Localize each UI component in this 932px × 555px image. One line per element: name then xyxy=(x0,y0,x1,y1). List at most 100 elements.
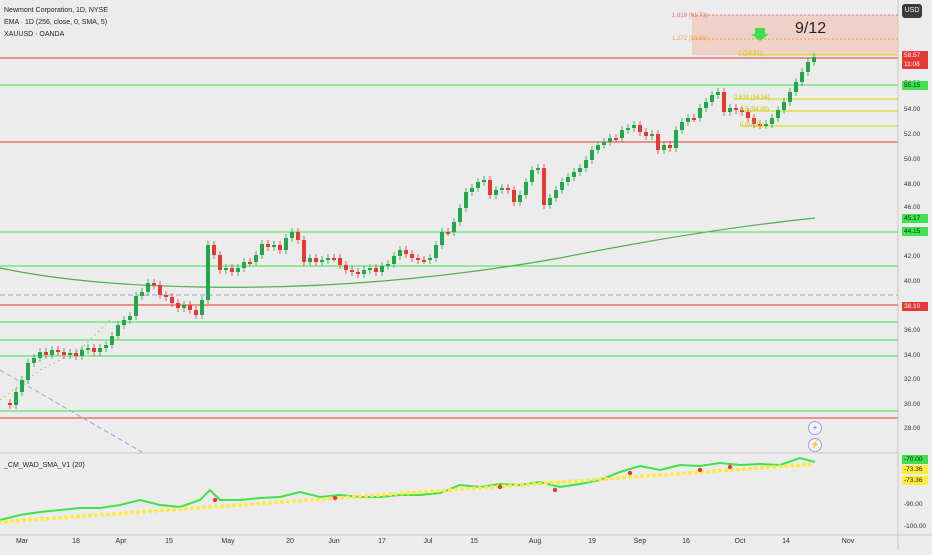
candle-body xyxy=(584,160,588,168)
green-level-tag-2: 45.17 xyxy=(902,214,928,223)
sma-dot xyxy=(376,493,380,498)
sma-dot xyxy=(574,479,578,484)
sma-dot xyxy=(184,506,188,511)
candle-body xyxy=(386,264,390,266)
candle-body xyxy=(572,172,576,177)
sma-dot xyxy=(778,464,782,469)
candle-body xyxy=(188,305,192,310)
sma-dot xyxy=(328,496,332,501)
candle-body xyxy=(362,270,366,274)
sma-dot xyxy=(0,520,2,524)
green-level-tag-3: 44.15 xyxy=(902,227,928,236)
candle-body xyxy=(662,145,666,150)
candle-body xyxy=(530,170,534,182)
date-axis-label: 16 xyxy=(682,538,690,545)
date-axis-label: 17 xyxy=(378,538,386,545)
sma-dot xyxy=(622,475,626,480)
sma-dot xyxy=(64,515,68,520)
sma-dot xyxy=(688,470,692,475)
sma-dot xyxy=(658,473,662,478)
lightning-icon[interactable]: ⚡ xyxy=(808,438,822,452)
sma-dot xyxy=(196,505,200,510)
date-axis-label: 15 xyxy=(165,538,173,545)
currency-button[interactable]: USD xyxy=(902,4,922,18)
wad-marker xyxy=(212,497,218,503)
sma-dot xyxy=(142,509,146,514)
sma-dot xyxy=(154,508,158,513)
sma-dot xyxy=(244,502,248,507)
candle-body xyxy=(326,258,330,260)
candle-body xyxy=(650,134,654,136)
candle-body xyxy=(704,102,708,108)
sma-dot xyxy=(652,473,656,478)
candle-body xyxy=(758,124,762,126)
candle-body xyxy=(164,295,168,297)
sma-dot xyxy=(34,517,38,522)
wad-marker xyxy=(627,470,633,476)
candle-body xyxy=(242,262,246,268)
candle-body xyxy=(344,265,348,270)
sma-dot xyxy=(718,468,722,473)
candle-body xyxy=(548,198,552,205)
sma-dot xyxy=(448,487,452,492)
price-scale-label: 28.00 xyxy=(904,425,921,432)
candle-body xyxy=(638,125,642,132)
price-scale-label: 52.00 xyxy=(904,131,921,138)
price-scale-label: 46.00 xyxy=(904,204,921,211)
candle-body xyxy=(746,112,750,118)
candle-body xyxy=(602,142,606,145)
sma-dot xyxy=(262,501,266,506)
candle-body xyxy=(500,188,504,190)
countdown-tag: 11:08 xyxy=(902,60,928,69)
candle-body xyxy=(464,192,468,208)
ema-line xyxy=(0,217,816,288)
sma-dot xyxy=(556,480,560,485)
candle-body xyxy=(176,303,180,308)
price-scale-label: 42.00 xyxy=(904,253,921,260)
sma-dot xyxy=(268,500,272,505)
sma-dot xyxy=(322,496,326,501)
candle-body xyxy=(524,182,528,195)
sma-dot xyxy=(58,515,62,520)
candle-body xyxy=(380,266,384,272)
sma-dot xyxy=(118,511,122,516)
sma-dot xyxy=(256,501,260,506)
candle-body xyxy=(110,336,114,345)
candle-body xyxy=(590,150,594,160)
sma-dot xyxy=(760,465,764,470)
sma-dot xyxy=(400,491,404,496)
candle-body xyxy=(452,222,456,232)
candle-body xyxy=(356,272,360,274)
candle-body xyxy=(224,268,228,270)
candle-body xyxy=(80,350,84,356)
sma-dot xyxy=(646,473,650,478)
sma-dot xyxy=(520,482,524,487)
sma-dot xyxy=(568,479,572,484)
sma-dot xyxy=(46,516,50,521)
candle-body xyxy=(668,145,672,148)
date-axis-label: Sep xyxy=(633,538,647,545)
candle-body xyxy=(56,350,60,352)
date-axis-label: Mar xyxy=(15,538,29,545)
indicator-scale-label: -100.00 xyxy=(904,523,927,530)
add-icon[interactable]: + xyxy=(808,421,822,435)
sma-dot xyxy=(226,503,230,508)
candle-body xyxy=(302,240,306,262)
sma-dot xyxy=(664,472,668,477)
sma-dot xyxy=(28,517,32,522)
candle-body xyxy=(632,125,636,128)
candle-body xyxy=(740,110,744,112)
sma-dot xyxy=(172,507,176,512)
date-axis-label: 19 xyxy=(588,538,596,545)
sma-dot xyxy=(442,488,446,493)
sma-dot xyxy=(220,504,224,509)
sma-dot xyxy=(160,508,164,513)
candle-body xyxy=(692,118,696,120)
sma-dot xyxy=(724,468,728,473)
sma-dot xyxy=(406,490,410,495)
candle-body xyxy=(236,268,240,272)
price-scale-label: 36.00 xyxy=(904,327,921,334)
sma-dot xyxy=(466,486,470,491)
